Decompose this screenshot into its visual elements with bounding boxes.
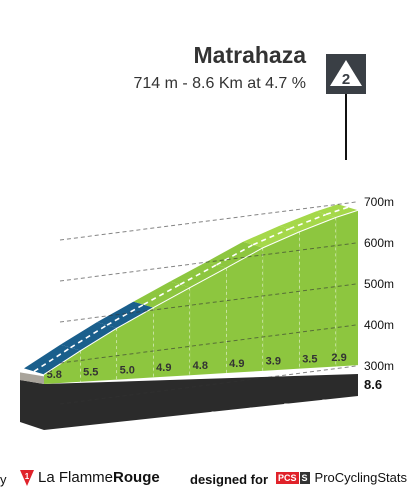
segment-dash-line [289, 213, 327, 230]
segment-dash-line [252, 228, 290, 246]
x-tick-label: 7 [284, 400, 292, 416]
flamme-rouge-icon: 1 [20, 469, 34, 486]
y-tick-label: 500m [364, 277, 394, 291]
svg-text:1: 1 [25, 472, 30, 481]
y-tick-label: 700m [364, 195, 394, 209]
segment-body [226, 247, 264, 374]
segment-body [80, 328, 118, 382]
y-tick-label: 300m [364, 359, 394, 373]
gradient-label: 5.5 [83, 367, 98, 379]
segment-body [336, 210, 358, 367]
x-tick-label: 5 [211, 408, 219, 424]
profile-start-block [20, 372, 44, 384]
pcs-logo[interactable]: PCS S ProCyclingStats [276, 470, 407, 485]
category-label: 2 [342, 71, 350, 88]
profile-outline [43, 209, 359, 375]
elevation-gridline [59, 201, 357, 241]
gradient-label: 3.9 [266, 356, 281, 368]
segment-body [153, 287, 191, 378]
segment-body [44, 350, 81, 384]
climb-profile-chart: 5.8 5.5 5.0 4.9 4.8 4.9 3.9 3.5 2.9 300m 400m 500m 6… [20, 54, 395, 440]
segment-dash-line [179, 264, 217, 286]
segment-dash-line [216, 244, 254, 266]
segment-body [117, 307, 154, 380]
category-marker: 2 [326, 54, 366, 160]
elevation-gridline [59, 283, 357, 323]
gradient-label: 4.9 [156, 362, 171, 374]
elevation-gridline [59, 324, 357, 364]
pcs-name: ProCyclingStats [314, 470, 408, 485]
pcs-badge: PCS [276, 471, 299, 484]
gradient-label: 2.9 [331, 352, 346, 364]
climb-title: Matrahaza [193, 42, 306, 68]
x-tick-label: 4 [174, 412, 182, 428]
x-tick-label: 3 [138, 416, 146, 432]
footer: y 1 La Flamme Rouge designed for PCS S Pro… [0, 468, 420, 492]
footer-by-text: y [0, 472, 7, 487]
elevation-gridline [59, 242, 357, 282]
y-tick-label: 600m [364, 236, 394, 250]
segment-body [190, 267, 227, 376]
brand-rouge: Rouge [113, 469, 160, 486]
brand-la: La Flamme [38, 469, 114, 486]
segment-dash-line [33, 346, 71, 373]
segment-body [263, 231, 300, 371]
segment-dash-line [106, 303, 144, 326]
x-tick-label: 2 [101, 420, 109, 436]
gradient-label: 4.8 [193, 360, 208, 372]
gradient-label: 4.9 [229, 358, 244, 370]
pcs-badge-dark: S [299, 471, 310, 484]
segment-dash-line [70, 324, 108, 349]
profile-base [20, 374, 358, 430]
climb-stats: 714 m - 8.6 Km at 4.7 % [133, 75, 306, 92]
elevation-gridline [59, 365, 357, 405]
x-tick-label: 8 [320, 396, 328, 412]
segment-dash-line [143, 283, 181, 306]
x-tick-label: 6 [247, 404, 255, 420]
y-tick-label: 400m [364, 318, 394, 332]
designed-for-text: designed for [190, 472, 269, 487]
gradient-label: 5.8 [47, 369, 62, 381]
segment-dash-line [325, 206, 349, 216]
segment-body [299, 217, 337, 369]
x-tick-label: 1 [65, 424, 73, 440]
gradient-label: 3.5 [302, 353, 317, 365]
flamme-rouge-logo[interactable]: 1 La Flamme Rouge [20, 469, 160, 486]
end-distance-label: 8.6 [364, 377, 382, 392]
gradient-label: 5.0 [120, 364, 135, 376]
